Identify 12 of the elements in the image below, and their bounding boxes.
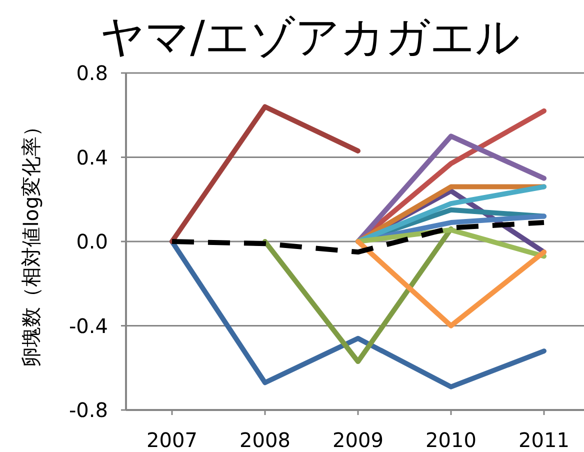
x-tick-label: 2011 bbox=[518, 428, 570, 452]
y-tick-label: -0.8 bbox=[68, 398, 108, 422]
chart-title: ヤマ/エゾアカガエル bbox=[100, 12, 520, 63]
y-tick-label: 0.0 bbox=[76, 230, 108, 254]
x-tick-label: 2008 bbox=[240, 428, 290, 452]
x-tick-label: 2007 bbox=[146, 428, 198, 452]
y-tick-label: 0.4 bbox=[76, 145, 108, 170]
y-tick-label: 0.8 bbox=[76, 61, 108, 85]
x-tick-label: 2009 bbox=[332, 428, 384, 452]
y-tick-label: -0.4 bbox=[68, 314, 108, 338]
y-axis-title: 卵塊数（相対値log変化率） bbox=[19, 116, 43, 367]
x-tick-label: 2010 bbox=[426, 428, 476, 452]
